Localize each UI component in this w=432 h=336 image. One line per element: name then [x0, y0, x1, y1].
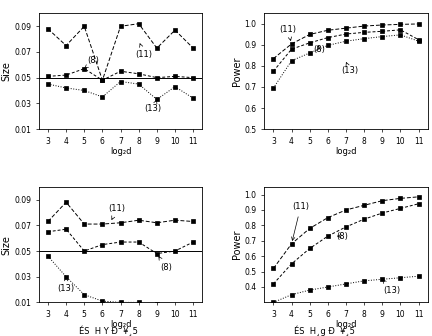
- X-axis label: log₂d: log₂d: [335, 147, 357, 156]
- Text: (13): (13): [145, 100, 162, 113]
- Text: (13): (13): [57, 278, 75, 293]
- Text: (11): (11): [292, 202, 309, 240]
- Y-axis label: Power: Power: [232, 230, 242, 259]
- Text: (8): (8): [159, 257, 172, 272]
- Text: ÉS  H Y Ð  ¥¸5: ÉS H Y Ð ¥¸5: [79, 326, 137, 336]
- X-axis label: log₂d: log₂d: [110, 321, 131, 329]
- Text: (13): (13): [341, 62, 358, 75]
- Text: (11): (11): [280, 25, 296, 40]
- Text: (8): (8): [313, 45, 325, 54]
- Y-axis label: Size: Size: [1, 235, 12, 255]
- Text: (13): (13): [383, 280, 400, 295]
- Y-axis label: Power: Power: [232, 56, 242, 86]
- Text: (8): (8): [337, 232, 348, 241]
- Text: (11): (11): [136, 44, 152, 59]
- Y-axis label: Size: Size: [1, 61, 12, 81]
- Text: (8): (8): [85, 56, 99, 68]
- Text: (11): (11): [108, 204, 125, 219]
- Text: ÉS  H¸g Ð  ¥¸5: ÉS H¸g Ð ¥¸5: [294, 326, 354, 336]
- X-axis label: log₂d: log₂d: [110, 147, 131, 156]
- X-axis label: log₂d: log₂d: [335, 321, 357, 329]
